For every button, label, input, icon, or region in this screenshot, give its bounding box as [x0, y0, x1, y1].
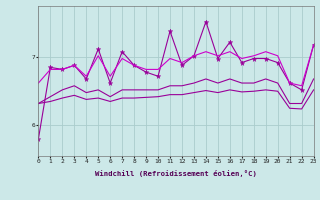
X-axis label: Windchill (Refroidissement éolien,°C): Windchill (Refroidissement éolien,°C) — [95, 170, 257, 177]
